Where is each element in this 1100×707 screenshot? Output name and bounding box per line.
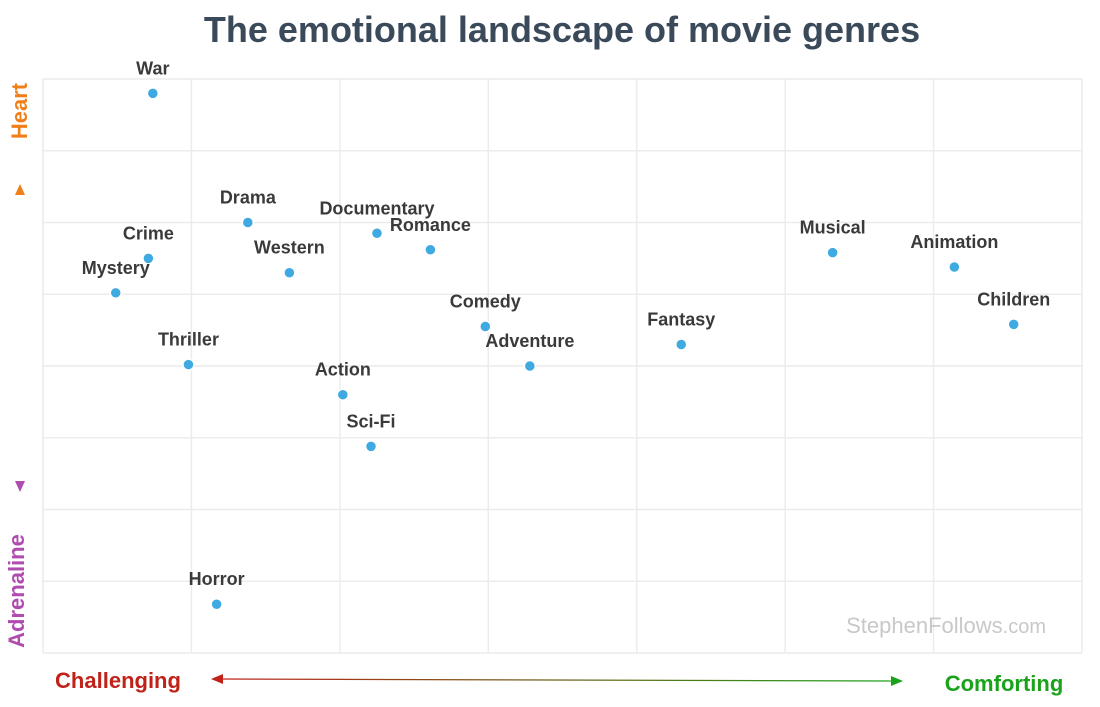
point-label-drama: Drama [220, 188, 277, 208]
point-label-comedy: Comedy [450, 292, 521, 312]
data-point-western [283, 266, 296, 279]
point-label-war: War [136, 58, 169, 78]
data-point-action [336, 388, 350, 401]
watermark: StephenFollows.com [846, 613, 1046, 638]
y-axis-arrow [15, 184, 25, 492]
point-label-children: Children [977, 289, 1050, 309]
x-label-left: Challenging [55, 668, 181, 693]
watermark-suffix: .com [1003, 616, 1046, 638]
data-point-adventure [523, 359, 537, 373]
y-label-bottom: Adrenaline [4, 534, 29, 648]
point-label-fantasy: Fantasy [647, 309, 715, 329]
data-point-comedy [479, 320, 492, 333]
point-label-documentary: Documentary [319, 198, 434, 218]
point-label-romance: Romance [390, 215, 471, 235]
data-point-animation [948, 260, 961, 274]
point-label-animation: Animation [910, 232, 998, 252]
data-point-drama [241, 216, 255, 229]
point-label-mystery: Mystery [82, 258, 150, 278]
data-point-crime [142, 252, 155, 265]
point-label-sci-fi: Sci-Fi [347, 411, 396, 431]
y-label-top: Heart [7, 82, 32, 139]
x-axis-arrow [211, 674, 903, 686]
plot-grid [42, 78, 1083, 654]
data-point-musical [826, 246, 839, 259]
watermark-main: StephenFollows [846, 613, 1003, 638]
data-point-thriller [182, 358, 195, 371]
data-point-children [1007, 318, 1020, 331]
data-point-fantasy [674, 338, 688, 351]
data-point-romance [424, 243, 437, 257]
data-point-documentary [370, 227, 384, 240]
data-point-horror [210, 597, 223, 611]
x-label-right: Comforting [945, 671, 1064, 696]
data-point-war [146, 87, 160, 100]
point-label-action: Action [315, 360, 371, 380]
point-label-adventure: Adventure [485, 331, 574, 351]
point-label-crime: Crime [123, 223, 174, 243]
data-point-mystery [109, 286, 122, 300]
point-label-thriller: Thriller [158, 330, 219, 350]
chart-title: The emotional landscape of movie genres [204, 9, 920, 50]
point-label-horror: Horror [189, 569, 245, 589]
point-label-western: Western [254, 238, 325, 258]
data-point-sci-fi [364, 440, 378, 453]
point-label-musical: Musical [800, 218, 866, 238]
